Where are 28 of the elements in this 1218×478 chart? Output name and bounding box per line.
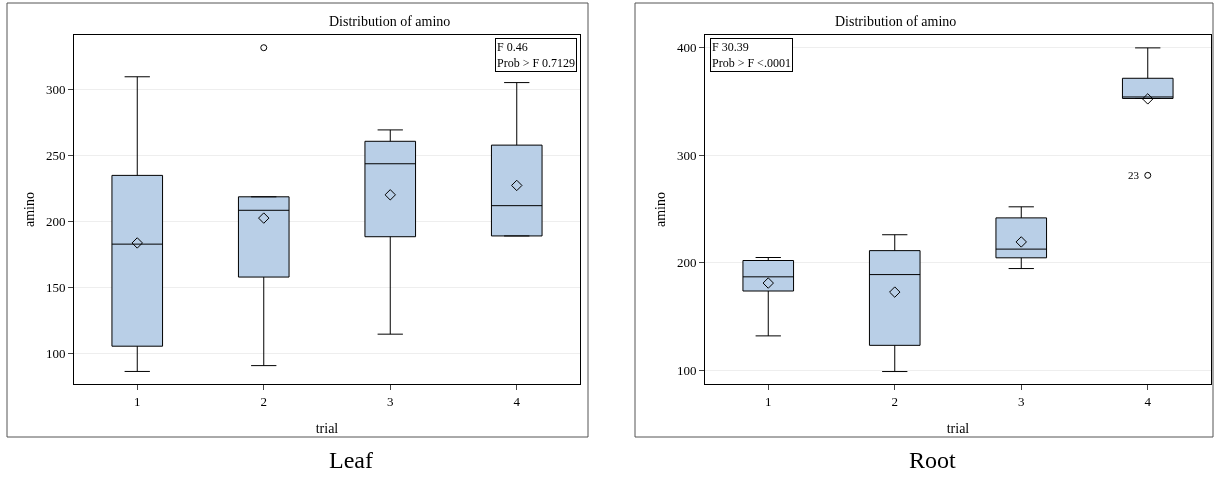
y-tick-label: 200: [676, 255, 697, 271]
y-tick-label: 400: [676, 40, 697, 56]
y-tick-label: 250: [45, 147, 66, 163]
x-tick-label: 1: [134, 393, 141, 409]
x-axis-title: trial: [315, 420, 339, 436]
x-tick-label: 1: [765, 393, 772, 409]
x-tick-label: 2: [891, 393, 898, 409]
chart-title: Distribution of amino: [329, 14, 451, 29]
y-tick-label: 200: [45, 213, 66, 229]
text: Leaf: [329, 447, 373, 473]
x-axis-title: trial: [946, 420, 970, 436]
y-axis-title: amino: [652, 192, 668, 227]
y-tick-label: 300: [45, 81, 66, 97]
y-tick-label: 100: [676, 362, 697, 378]
x-tick-label: 4: [1144, 393, 1152, 409]
annotation: 23: [1128, 169, 1140, 181]
y-tick-label: 100: [45, 346, 66, 362]
x-tick-label: 4: [513, 393, 521, 409]
annotation: F 0.46 Prob > F 0.7129: [497, 40, 576, 70]
x-tick-label: 3: [387, 393, 394, 409]
text: Root: [909, 447, 957, 473]
chart-title: Distribution of amino: [835, 14, 957, 29]
annotation: F 30.39 Prob > F <.0001: [712, 40, 791, 70]
y-tick-label: 300: [676, 147, 697, 163]
y-tick-label: 150: [45, 280, 66, 296]
y-axis-title: amino: [21, 192, 37, 227]
x-tick-label: 2: [260, 393, 267, 409]
x-tick-label: 3: [1018, 393, 1025, 409]
